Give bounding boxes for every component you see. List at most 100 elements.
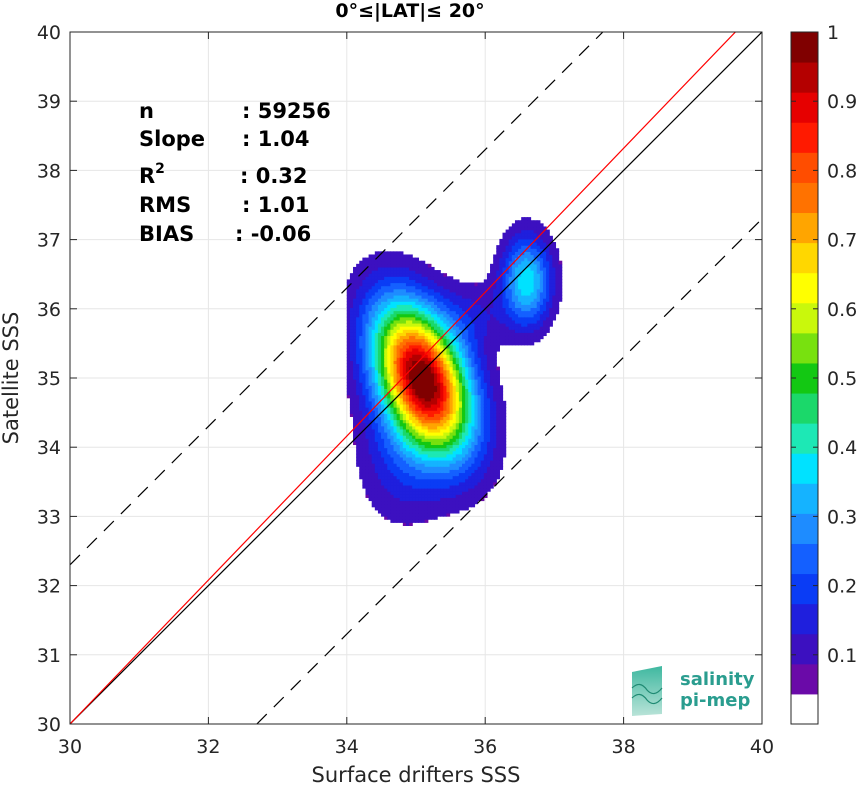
colorbar-segment bbox=[791, 423, 818, 454]
density-cell bbox=[449, 422, 454, 427]
density-cell bbox=[381, 322, 385, 327]
density-cell bbox=[452, 441, 457, 446]
density-cell bbox=[353, 360, 357, 365]
density-cell bbox=[465, 288, 469, 293]
density-cell bbox=[402, 425, 407, 430]
density-cell bbox=[396, 319, 401, 324]
density-cell bbox=[362, 413, 367, 418]
density-cell bbox=[502, 453, 507, 458]
density-cell bbox=[505, 257, 510, 262]
density-cell bbox=[387, 282, 391, 287]
density-cell bbox=[440, 397, 444, 402]
density-cell bbox=[486, 466, 491, 470]
density-cell bbox=[418, 279, 423, 284]
density-cell bbox=[474, 332, 479, 337]
density-cell bbox=[381, 484, 385, 489]
density-cell bbox=[521, 319, 525, 324]
density-cell bbox=[555, 307, 560, 312]
density-cell bbox=[362, 301, 367, 305]
density-cell bbox=[424, 322, 429, 327]
density-cell bbox=[371, 369, 376, 374]
density-cell bbox=[477, 288, 482, 293]
density-cell bbox=[387, 385, 391, 389]
density-cell bbox=[405, 372, 410, 377]
density-cell bbox=[409, 438, 413, 442]
density-cell bbox=[480, 332, 485, 337]
density-cell bbox=[381, 307, 385, 312]
density-cell bbox=[371, 484, 376, 489]
density-cell bbox=[353, 379, 357, 383]
density-cell bbox=[421, 403, 426, 408]
density-cell bbox=[458, 475, 463, 480]
density-cell bbox=[468, 460, 472, 464]
density-cell bbox=[387, 273, 391, 277]
density-cell bbox=[511, 282, 516, 287]
density-cell bbox=[458, 360, 463, 365]
density-cell bbox=[384, 425, 388, 430]
density-cell bbox=[402, 344, 407, 349]
density-cell bbox=[483, 341, 488, 346]
density-cell bbox=[490, 329, 494, 333]
density-cell bbox=[542, 285, 547, 290]
density-cell bbox=[496, 285, 500, 290]
density-cell bbox=[402, 279, 407, 284]
density-cell bbox=[402, 260, 407, 265]
density-cell bbox=[409, 388, 413, 393]
density-cell bbox=[377, 251, 382, 256]
density-cell bbox=[474, 444, 479, 449]
upper-bound-line bbox=[70, 32, 604, 566]
density-cell bbox=[371, 273, 376, 277]
density-cell bbox=[377, 391, 382, 396]
density-cell bbox=[462, 298, 466, 302]
density-cell bbox=[449, 341, 454, 346]
density-cell bbox=[539, 242, 544, 246]
density-cell bbox=[356, 329, 360, 333]
density-cell bbox=[393, 294, 398, 299]
density-cell bbox=[433, 400, 438, 405]
density-cell bbox=[418, 288, 423, 293]
density-cell bbox=[418, 500, 423, 505]
density-cell bbox=[521, 291, 525, 296]
density-cell bbox=[471, 447, 476, 452]
density-cell bbox=[427, 316, 432, 321]
density-cell bbox=[471, 497, 476, 502]
density-cell bbox=[427, 344, 432, 349]
density-cell bbox=[387, 276, 391, 280]
density-cell bbox=[405, 472, 410, 477]
density-cell bbox=[405, 444, 410, 449]
density-cell bbox=[387, 341, 391, 346]
density-cell bbox=[465, 469, 469, 474]
density-cell bbox=[433, 472, 438, 477]
density-cell bbox=[371, 500, 376, 505]
density-cell bbox=[446, 341, 451, 346]
density-cell bbox=[483, 435, 488, 439]
density-cell bbox=[477, 294, 482, 299]
density-cell bbox=[377, 453, 382, 458]
density-cell bbox=[455, 400, 460, 405]
density-cell bbox=[446, 313, 451, 318]
density-cell bbox=[480, 388, 485, 393]
density-cell bbox=[433, 319, 438, 324]
density-cell bbox=[505, 294, 510, 299]
density-cell bbox=[415, 453, 420, 458]
density-cell bbox=[427, 263, 432, 268]
density-cell bbox=[430, 441, 435, 446]
density-cell bbox=[437, 298, 441, 302]
density-cell bbox=[396, 307, 401, 312]
density-cell bbox=[452, 419, 457, 424]
density-cell bbox=[365, 444, 370, 449]
density-cell bbox=[462, 447, 466, 452]
density-cell bbox=[446, 416, 451, 421]
density-cell bbox=[384, 456, 388, 461]
density-cell bbox=[499, 251, 504, 256]
density-cell bbox=[458, 416, 463, 421]
density-cell bbox=[430, 310, 435, 315]
density-cell bbox=[418, 322, 423, 327]
density-cell bbox=[536, 291, 541, 296]
density-cell bbox=[430, 444, 435, 449]
density-cell bbox=[524, 341, 529, 346]
density-cell bbox=[377, 347, 382, 352]
density-cell bbox=[499, 301, 504, 305]
density-cell bbox=[527, 270, 532, 274]
density-cell bbox=[396, 266, 401, 271]
